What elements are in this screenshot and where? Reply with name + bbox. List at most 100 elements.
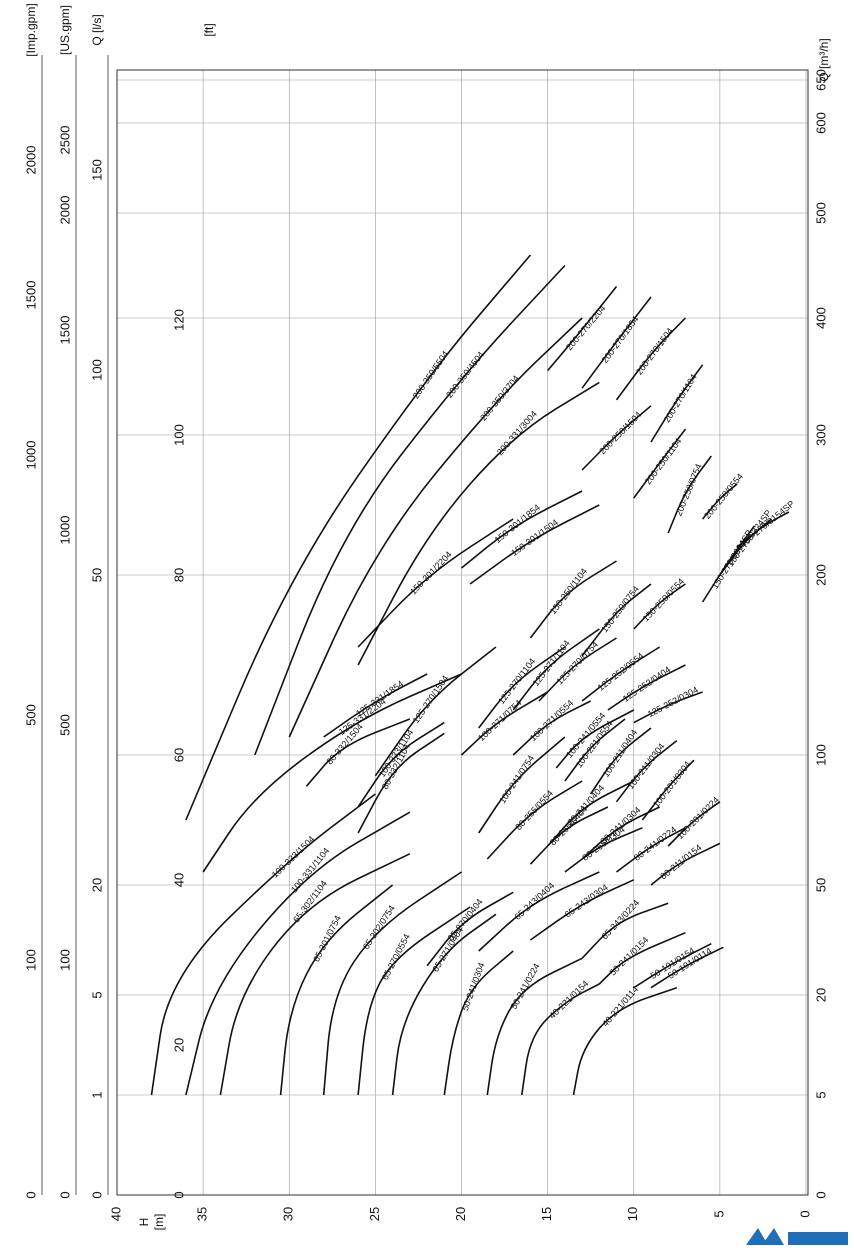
curve-150-301/1504 [469, 504, 600, 585]
q-axis-unit: Q [m³/h] [817, 38, 831, 81]
curve-125-252/0404 [607, 664, 686, 711]
curve-125-331/2204 [202, 673, 462, 873]
curve-label: 150-270/0304SP [710, 528, 754, 590]
curve-label: 100-211/0304 [625, 741, 666, 791]
curve-50-191/0154 [633, 942, 712, 989]
curve-label: 50-241/0224 [509, 962, 542, 1011]
curve-150-250/1104 [529, 560, 617, 639]
secondary-tick-label: 100 [89, 359, 104, 381]
curve-150-270/0304SP [701, 525, 755, 603]
curve-80-241/0224 [616, 827, 686, 873]
q-tick-label: 400 [813, 307, 828, 329]
curve-100-201/0224 [667, 801, 721, 847]
secondary-tick-label: 500 [23, 704, 38, 726]
curve-label: 80-211/0154 [658, 842, 703, 881]
q-tick-label: 600 [813, 112, 828, 134]
secondary-tick-label: 5 [89, 991, 104, 998]
secondary-tick-label: 2000 [23, 146, 38, 175]
curve-200-350/4504 [254, 264, 566, 756]
curve-label: 150-250/0754 [599, 584, 641, 634]
curve-label: 200-270/1854 [600, 314, 641, 365]
curve-label: 100-271/0554 [528, 698, 575, 743]
grid [116, 70, 808, 1196]
curve-label: 125-252/0304 [646, 685, 700, 720]
curve-80-255/0404 [529, 806, 609, 865]
curve-65-243/0224 [581, 902, 669, 959]
curve-label: 200-250/1504 [597, 410, 643, 457]
curve-200-350/5504 [185, 254, 532, 821]
curve-40-221/0154 [521, 983, 600, 1096]
h-tick-label: 10 [625, 1207, 640, 1221]
curve-125-252/0554 [581, 646, 661, 702]
secondary-tick-label: 0 [171, 1191, 186, 1198]
curve-40-221/0114 [572, 986, 678, 1096]
secondary-axis-unit: [US.gpm] [58, 5, 72, 55]
secondary-tick-label: 0 [23, 1191, 38, 1198]
curve-100-333/1504 [150, 793, 376, 1096]
curve-label: 65-301/0754 [311, 914, 343, 964]
curve-label: 200-250/0554 [702, 471, 745, 520]
curve-100-241/0754 [478, 736, 566, 834]
axis-ticks: 0510152025303540052050100200300400500600… [23, 69, 828, 1221]
curve-label: 100-201/0304 [651, 759, 693, 809]
curve-100-201/0304 [641, 759, 695, 821]
curve-100-241/0554 [555, 709, 635, 769]
curve-label: 200-270/1504 [634, 326, 675, 377]
curve-label: 100-241/0754 [497, 753, 536, 805]
plot-frame [41, 55, 809, 1196]
secondary-tick-label: 20 [171, 1038, 186, 1052]
curve-label: 200-350/4504 [444, 350, 486, 400]
secondary-axis-unit: [Imp.gpm] [24, 3, 38, 56]
curve-label: 200-270/1104 [662, 372, 699, 424]
q-tick-label: 300 [813, 424, 828, 446]
secondary-tick-label: 1 [89, 1091, 104, 1098]
curve-125-271/1104 [512, 628, 600, 711]
curve-200-250/1504 [581, 405, 652, 471]
curve-65-243/0404 [478, 871, 600, 952]
curve-100-221/0554 [564, 718, 626, 782]
secondary-tick-label: 150 [89, 159, 104, 181]
curve-label: 80-255/0554 [513, 788, 555, 832]
curve-80-255/0554 [486, 780, 583, 860]
secondary-tick-label: 20 [89, 878, 104, 892]
curve-50-241/0154 [598, 931, 686, 985]
curve-125-331/1854 [323, 673, 428, 738]
curve-label: 80-255/0304 [580, 824, 626, 862]
curve-label: 65-270/0554 [380, 932, 412, 982]
h-tick-label: 25 [367, 1207, 382, 1221]
curve-label: 65-243/0404 [512, 880, 556, 922]
h-axis-unit: [m] [152, 1214, 166, 1231]
curve-65-271/0404 [391, 913, 497, 1096]
curve-series: 40-221/011440-221/015450-191/011450-191/… [150, 254, 796, 1096]
curve-65-302/0754 [322, 871, 462, 1096]
curve-65-270/0404 [426, 891, 514, 967]
curve-65-302/1104 [219, 853, 411, 1096]
curve-80-255/0304 [564, 827, 643, 873]
curve-label: 200-350/3704 [478, 373, 521, 422]
secondary-tick-label: 100 [23, 949, 38, 971]
curve-label: 50-241/0154 [608, 935, 651, 978]
curve-125-270/1104 [478, 646, 566, 729]
h-tick-label: 40 [108, 1207, 123, 1221]
secondary-tick-label: 500 [57, 714, 72, 736]
curve-100-211/0304 [615, 739, 678, 803]
curve-100-331/1104 [185, 811, 411, 1096]
curve-label: 65-302/0754 [361, 903, 397, 951]
curve-100-271/0554 [512, 700, 592, 756]
secondary-tick-label: 80 [171, 568, 186, 582]
curve-65-270/0554 [357, 906, 471, 1096]
curve-150-250/0554 [633, 583, 686, 630]
curve-150-301/1854 [460, 490, 583, 569]
curve-80-332/1104 [357, 732, 445, 834]
axis-units: [ft] Q [l/s] [US.gpm] [Imp.gpm] Q [m³/h] H [m] [24, 3, 831, 1230]
h-axis-unit: H [137, 1218, 151, 1227]
curve-125-252/0304 [633, 691, 703, 724]
curve-150-301/2204 [357, 518, 514, 648]
curve-label: 65-243/0304 [563, 882, 610, 919]
secondary-tick-label: 1000 [23, 441, 38, 470]
curve-80-332/1504 [305, 718, 411, 787]
q-tick-label: 5 [813, 1091, 828, 1098]
secondary-axis-unit: Q [l/s] [90, 14, 104, 45]
h-tick-label: 5 [711, 1210, 726, 1217]
